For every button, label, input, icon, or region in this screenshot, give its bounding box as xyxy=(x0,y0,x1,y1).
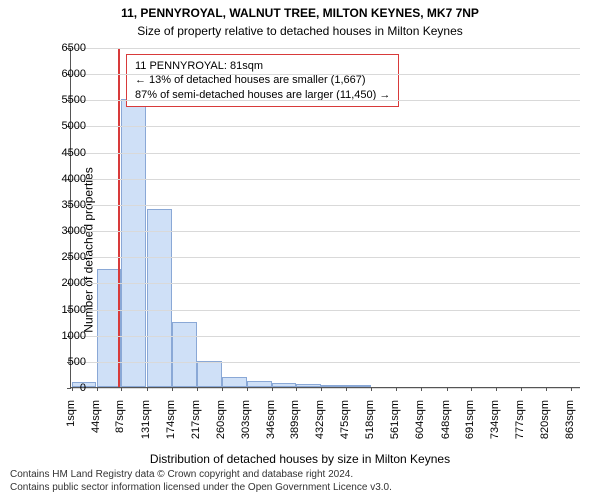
xtick-mark xyxy=(496,387,497,391)
chart-container: { "chart": { "type": "histogram", "title… xyxy=(0,0,600,500)
xtick-mark xyxy=(521,387,522,391)
property-callout: 11 PENNYROYAL: 81sqm ← 13% of detached h… xyxy=(126,54,399,107)
chart-title-line2: Size of property relative to detached ho… xyxy=(0,24,600,38)
gridline-h xyxy=(71,179,580,180)
gridline-h xyxy=(71,100,580,101)
ytick-label: 3500 xyxy=(36,199,86,211)
histogram-bar xyxy=(147,209,172,387)
callout-line2: ← 13% of detached houses are smaller (1,… xyxy=(135,73,390,87)
xtick-label: 217sqm xyxy=(190,400,202,460)
histogram-bar xyxy=(172,322,197,387)
xtick-label: 432sqm xyxy=(314,400,326,460)
ytick-label: 2000 xyxy=(36,277,86,289)
xtick-mark xyxy=(471,387,472,391)
histogram-bar xyxy=(296,384,321,387)
histogram-bar xyxy=(121,99,146,387)
xtick-label: 820sqm xyxy=(539,400,551,460)
histogram-bar xyxy=(247,381,272,387)
xtick-label: 691sqm xyxy=(464,400,476,460)
xtick-mark xyxy=(247,387,248,391)
gridline-h xyxy=(71,257,580,258)
gridline-h xyxy=(71,153,580,154)
gridline-h xyxy=(71,205,580,206)
xtick-label: 518sqm xyxy=(364,400,376,460)
xtick-label: 648sqm xyxy=(440,400,452,460)
ytick-label: 2500 xyxy=(36,251,86,263)
xtick-label: 863sqm xyxy=(564,400,576,460)
xtick-label: 346sqm xyxy=(265,400,277,460)
histogram-bar xyxy=(346,385,371,387)
xtick-mark xyxy=(571,387,572,391)
callout-line1: 11 PENNYROYAL: 81sqm xyxy=(135,59,390,73)
xtick-mark xyxy=(447,387,448,391)
xtick-mark xyxy=(121,387,122,391)
xtick-mark xyxy=(396,387,397,391)
xtick-mark xyxy=(421,387,422,391)
xtick-label: 174sqm xyxy=(165,400,177,460)
histogram-bar xyxy=(197,361,222,387)
xtick-label: 389sqm xyxy=(289,400,301,460)
gridline-h xyxy=(71,126,580,127)
xtick-mark xyxy=(321,387,322,391)
ytick-label: 4500 xyxy=(36,147,86,159)
xtick-mark xyxy=(172,387,173,391)
chart-title-line1: 11, PENNYROYAL, WALNUT TREE, MILTON KEYN… xyxy=(0,6,600,20)
xtick-label: 303sqm xyxy=(240,400,252,460)
footer-line1: Contains HM Land Registry data © Crown c… xyxy=(10,469,590,482)
gridline-h xyxy=(71,362,580,363)
xtick-mark xyxy=(147,387,148,391)
xtick-label: 777sqm xyxy=(514,400,526,460)
ytick-label: 1500 xyxy=(36,304,86,316)
xtick-mark xyxy=(371,387,372,391)
ytick-label: 6000 xyxy=(36,68,86,80)
xtick-label: 1sqm xyxy=(65,400,77,460)
gridline-h xyxy=(71,283,580,284)
ytick-label: 500 xyxy=(36,356,86,368)
gridline-h xyxy=(71,48,580,49)
xtick-mark xyxy=(197,387,198,391)
xtick-mark xyxy=(346,387,347,391)
ytick-label: 5000 xyxy=(36,120,86,132)
gridline-h xyxy=(71,310,580,311)
gridline-h xyxy=(71,336,580,337)
ytick-label: 6500 xyxy=(36,42,86,54)
ytick-label: 3000 xyxy=(36,225,86,237)
xtick-mark xyxy=(272,387,273,391)
histogram-bar xyxy=(222,377,247,387)
ytick-label: 0 xyxy=(36,382,86,394)
xtick-label: 475sqm xyxy=(339,400,351,460)
xtick-label: 131sqm xyxy=(140,400,152,460)
ytick-label: 4000 xyxy=(36,173,86,185)
footer-line2: Contains public sector information licen… xyxy=(10,482,590,495)
xtick-label: 561sqm xyxy=(389,400,401,460)
ytick-label: 1000 xyxy=(36,330,86,342)
xtick-label: 44sqm xyxy=(90,400,102,460)
plot-area: 11 PENNYROYAL: 81sqm ← 13% of detached h… xyxy=(70,48,580,388)
xtick-label: 260sqm xyxy=(215,400,227,460)
xtick-mark xyxy=(296,387,297,391)
gridline-h xyxy=(71,231,580,232)
xtick-label: 604sqm xyxy=(414,400,426,460)
xtick-label: 734sqm xyxy=(489,400,501,460)
xtick-mark xyxy=(222,387,223,391)
xtick-mark xyxy=(546,387,547,391)
histogram-bar xyxy=(321,385,346,387)
chart-footer: Contains HM Land Registry data © Crown c… xyxy=(10,469,590,494)
xtick-mark xyxy=(97,387,98,391)
xtick-label: 87sqm xyxy=(114,400,126,460)
gridline-h xyxy=(71,74,580,75)
histogram-bar xyxy=(272,383,297,387)
ytick-label: 5500 xyxy=(36,94,86,106)
